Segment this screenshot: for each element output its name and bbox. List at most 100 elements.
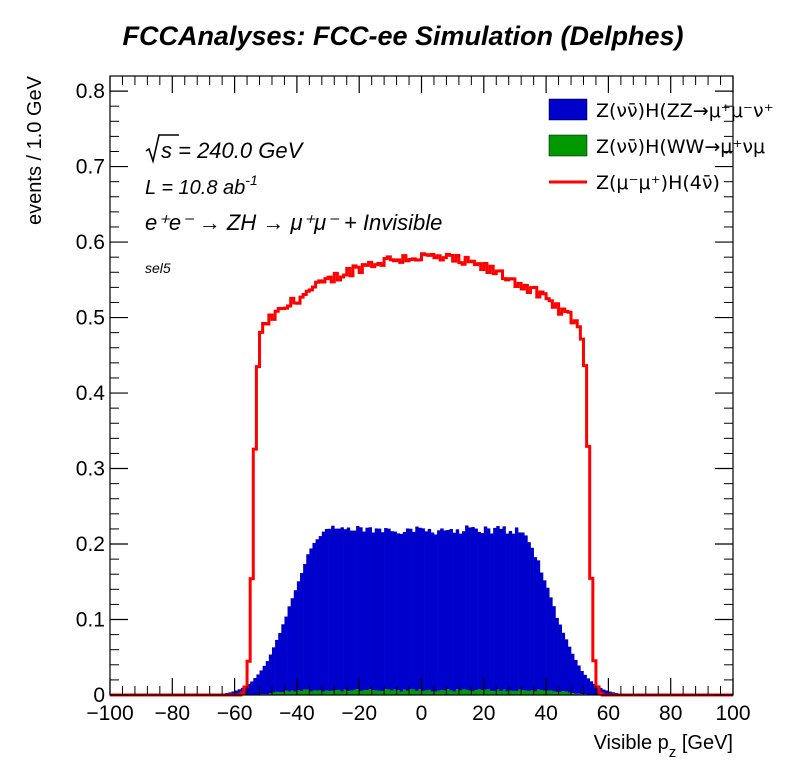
zz-bar <box>511 533 516 691</box>
legend-swatch-ww <box>548 134 588 157</box>
zz-bar <box>555 617 559 692</box>
ww-bar <box>365 690 369 695</box>
zz-bar <box>427 528 432 690</box>
zz-bar <box>346 527 351 692</box>
ww-bar <box>381 690 385 695</box>
ww-bar <box>409 689 413 695</box>
zz-bar <box>315 539 320 691</box>
ww-bar <box>312 690 316 695</box>
ww-bar <box>412 689 416 695</box>
zz-bar <box>580 670 584 695</box>
ww-bar <box>577 693 581 695</box>
zz-bar <box>393 531 397 690</box>
y-tick-label: 0.4 <box>76 382 106 405</box>
legend: Z(νν̄)H(ZZ→μ⁺μ⁻ν⁺ Z(νν̄)H(WW→μ⁺νμ Z(μ⁻μ⁺… <box>548 98 774 194</box>
ww-bar <box>514 691 519 695</box>
zz-bar <box>281 624 285 693</box>
zz-bar <box>437 530 441 691</box>
zz-bar <box>303 564 307 690</box>
ww-bar <box>300 691 304 695</box>
zz-bar <box>505 533 510 692</box>
ww-bar <box>396 690 400 695</box>
ww-bar <box>493 691 497 695</box>
zz-bar <box>337 528 341 690</box>
zz-bar <box>309 548 313 692</box>
zz-bar <box>262 665 267 695</box>
zz-bar <box>496 526 500 690</box>
ww-bar <box>346 691 351 695</box>
zz-bar <box>399 533 404 692</box>
ww-bar <box>287 691 291 695</box>
zz-bar <box>446 530 450 690</box>
zz-bar <box>514 527 519 692</box>
ww-bar <box>393 689 397 695</box>
zz-bar <box>602 689 606 695</box>
ww-bar <box>290 690 295 695</box>
ww-bar <box>530 690 534 695</box>
ww-bar <box>368 689 372 695</box>
ww-bar <box>377 690 382 695</box>
ww-bar <box>461 689 466 695</box>
ww-bar <box>558 691 562 695</box>
sqrt-s-label: s = 240.0 GeV <box>161 138 305 163</box>
zz-bar <box>306 554 310 690</box>
ww-bar <box>536 689 541 695</box>
zz-bar <box>247 684 251 695</box>
ww-bar <box>458 690 463 695</box>
zz-bar <box>546 587 550 691</box>
ww-bar <box>437 690 441 695</box>
zz-bar <box>424 531 429 691</box>
zz-bar <box>340 527 344 692</box>
annotation-block: s = 240.0 GeV L = 10.8 ab-1 e⁺e⁻ → ZH → … <box>145 134 442 276</box>
sqrt-sign-icon <box>145 134 179 164</box>
zz-bar <box>539 572 544 691</box>
x-tick-label: 100 <box>715 702 750 725</box>
zz-bar <box>250 681 254 695</box>
ww-bar <box>303 689 307 695</box>
luminosity-exponent: -1 <box>245 172 257 188</box>
zz-bar <box>324 528 329 691</box>
zz-bar <box>365 527 369 691</box>
ww-bar <box>384 689 388 695</box>
chart-title: FCCAnalyses: FCC-ee Simulation (Delphes) <box>122 21 683 51</box>
x-tick-label: 40 <box>534 702 557 725</box>
zz-bar <box>384 528 388 690</box>
ww-bar <box>387 689 391 695</box>
ww-bar <box>471 690 475 695</box>
zz-bar <box>455 529 460 690</box>
zz-bar <box>480 533 485 691</box>
zz-bar <box>331 525 335 691</box>
ww-bar <box>362 690 366 695</box>
ww-bar <box>281 692 285 695</box>
ww-bar <box>499 691 503 695</box>
zz-bar <box>275 639 279 692</box>
zz-bar <box>461 531 466 690</box>
x-axis-title-main: Visible p <box>594 732 669 754</box>
zz-bar <box>387 528 391 690</box>
zz-bar <box>536 560 541 690</box>
zz-bar <box>583 674 587 695</box>
zz-bar <box>542 580 547 691</box>
ww-bar <box>284 690 288 695</box>
ww-bar <box>468 690 472 695</box>
zz-bar <box>415 526 419 692</box>
zz-bar <box>564 639 569 692</box>
ww-bar <box>549 690 553 695</box>
ww-bar <box>505 691 510 695</box>
ww-bar <box>449 690 453 695</box>
zz-bar <box>231 691 235 695</box>
x-axis-title-unit: [GeV] <box>676 732 733 754</box>
ww-bar <box>511 690 516 695</box>
zz-bar <box>390 531 394 691</box>
x-tick-label: −40 <box>279 702 315 725</box>
ww-bar <box>328 691 332 695</box>
zz-bar <box>599 687 603 695</box>
zz-bar <box>471 527 475 691</box>
ww-bar <box>486 689 491 695</box>
ww-bar <box>418 689 422 695</box>
y-tick-label: 0.6 <box>76 231 105 254</box>
zz-bar <box>549 597 553 691</box>
zz-bar <box>499 528 503 692</box>
zz-bar <box>321 531 326 692</box>
y-tick-label: 0.5 <box>76 307 105 330</box>
